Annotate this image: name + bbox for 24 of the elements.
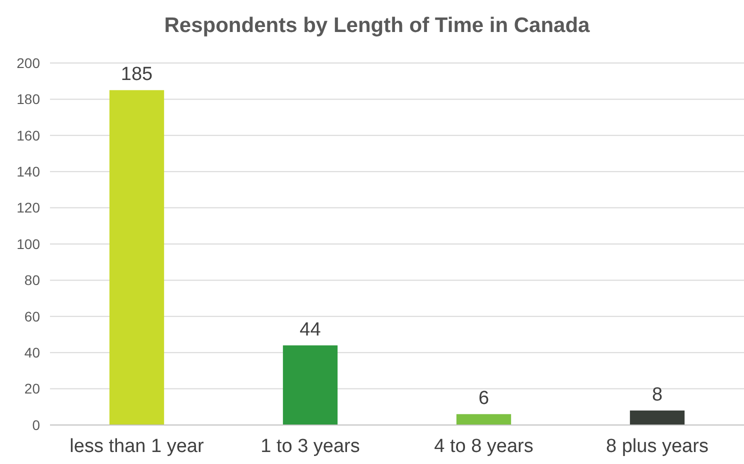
y-tick-label: 40 [24,344,40,360]
y-tick-label: 80 [24,272,40,288]
x-tick-label: less than 1 year [70,436,204,457]
y-tick-label: 140 [16,164,40,180]
bar [282,345,338,425]
y-tick-label: 60 [24,308,40,324]
y-tick-label: 120 [16,200,40,216]
y-tick-label: 100 [16,236,40,252]
y-tick-label: 20 [24,380,40,397]
y-tick-label: 160 [16,127,40,144]
data-label: 185 [120,64,153,86]
bar [109,90,164,425]
data-label: 8 [652,384,663,406]
data-label: 44 [300,319,322,340]
x-tick-label: 1 to 3 years [260,436,360,457]
chart-title: Respondents by Length of Time in Canada [164,14,590,37]
x-tick-label: 4 to 8 years [434,436,534,457]
y-tick-label: 180 [16,91,40,108]
bar [630,410,685,425]
x-tick-label: 8 plus years [606,436,708,457]
bar [456,414,512,425]
y-tick-label: 200 [16,54,40,71]
data-label: 6 [478,388,490,410]
y-tick-label: 0 [32,416,40,433]
